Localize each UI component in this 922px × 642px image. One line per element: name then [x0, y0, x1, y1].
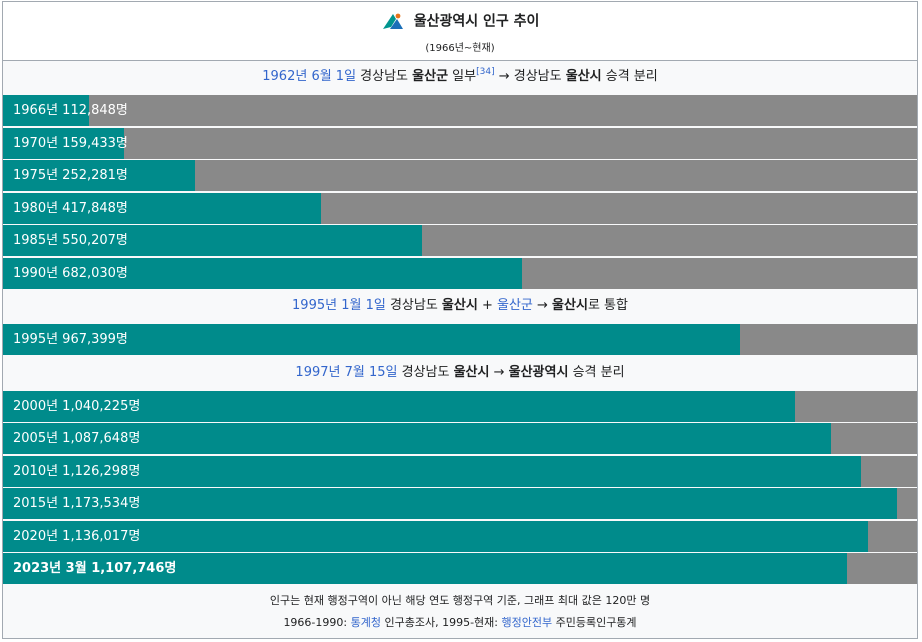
source-link-statistics-korea[interactable]: 통계청 — [350, 616, 381, 629]
bar-track: 1980년 417,848명 — [3, 192, 917, 224]
bar-track: 2005년 1,087,648명 — [3, 423, 917, 454]
bar — [3, 257, 522, 289]
bar-track: 1970년 159,433명 — [3, 127, 917, 159]
source-mid: 인구총조사, 1995-현재: — [380, 616, 502, 629]
bar — [3, 455, 861, 487]
event-text: 경상남도 — [397, 364, 454, 380]
event-text: 경상남도 — [356, 69, 413, 84]
event-text: 일부 — [448, 69, 477, 84]
bar-track: 2015년 1,173,534명 — [3, 488, 917, 519]
bar-track: 1966년 112,848명 — [3, 95, 917, 126]
bar-value-label: 1985년 550,207명 — [13, 233, 128, 248]
title-line: 울산광역시 인구 추이 — [3, 10, 917, 32]
event-bold-name: 울산시 — [453, 364, 490, 380]
bar-value-label: 2000년 1,040,225명 — [13, 398, 141, 414]
source-prefix: 1966-1990: — [283, 616, 351, 629]
ulsan-emblem-icon — [382, 13, 403, 29]
source-suffix: 주민등록인구통계 — [552, 616, 637, 629]
event-bold-name: 울산시 — [552, 298, 588, 313]
bar — [3, 95, 89, 126]
bar-track: 1990년 682,030명 — [3, 257, 917, 289]
bar — [3, 225, 422, 256]
event-text: 경상남도 — [385, 298, 442, 313]
event-bold-name: 울산광역시 — [508, 364, 569, 380]
bar-track: 2023년 3월 1,107,746명 — [3, 553, 917, 584]
event-text: → 경상남도 — [494, 69, 566, 84]
bar-track: 1995년 967,399명 — [3, 324, 917, 355]
bar-value-label: 2020년 1,136,017명 — [13, 528, 141, 544]
chart-title: 울산광역시 인구 추이 — [413, 13, 540, 30]
bar-track: 1985년 550,207명 — [3, 225, 917, 256]
bar — [3, 192, 321, 224]
bar-value-label: 2023년 3월 1,107,746명 — [13, 561, 177, 576]
event-date-link[interactable]: 1997년 7월 15일 — [295, 364, 398, 380]
bar — [3, 390, 795, 422]
bar-track: 2020년 1,136,017명 — [3, 520, 917, 552]
event-date-link[interactable]: 1962년 6월 1일 — [262, 69, 357, 84]
bar-value-label: 2010년 1,126,298명 — [13, 463, 141, 479]
footnote-basis: 인구는 현재 행정구역이 아닌 해당 연도 행정구역 기준, 그래프 최대 값은… — [269, 594, 651, 607]
chart-subtitle: (1966년~현재) — [425, 43, 495, 54]
footnote-source: 1966-1990: 통계청 인구총조사, 1995-현재: 행정안전부 주민등… — [3, 614, 917, 630]
source-link-ministry[interactable]: 행정안전부 — [501, 616, 553, 629]
bar — [3, 127, 124, 159]
bar-track: 1975년 252,281명 — [3, 160, 917, 191]
event-date-link[interactable]: 1995년 1월 1일 — [292, 298, 386, 313]
event-text: → — [532, 298, 553, 313]
bar-value-label: 1995년 967,399명 — [13, 332, 128, 347]
bar — [3, 520, 868, 552]
bar-value-label: 1975년 252,281명 — [13, 168, 128, 183]
bar-value-label: 1970년 159,433명 — [13, 135, 128, 151]
event-text: → — [489, 364, 509, 380]
reference-link[interactable]: [34] — [476, 67, 495, 77]
bar-track: 2010년 1,126,298명 — [3, 455, 917, 487]
event-bold-name: 울산시 — [565, 69, 602, 84]
bar-value-label: 2015년 1,173,534명 — [13, 496, 141, 511]
event-text: 승격 분리 — [568, 364, 625, 380]
bar-value-label: 1966년 112,848명 — [13, 103, 128, 118]
bar-value-label: 2005년 1,087,648명 — [13, 431, 141, 446]
event-row: 1962년 6월 1일 경상남도 울산군 일부[34] → 경상남도 울산시 승… — [3, 61, 917, 93]
event-bold-name: 울산군 — [412, 69, 449, 84]
chart-header: 울산광역시 인구 추이 (1966년~현재) — [3, 2, 917, 61]
bar-track: 2000년 1,040,225명 — [3, 390, 917, 422]
event-region-link[interactable]: 울산군 — [496, 298, 533, 313]
bar-value-label: 1990년 682,030명 — [13, 265, 128, 281]
bar — [3, 324, 740, 355]
event-row: 1995년 1월 1일 경상남도 울산시 + 울산군 → 울산시로 통합 — [3, 290, 917, 322]
event-row: 1997년 7월 15일 경상남도 울산시 → 울산광역시 승격 분리 — [3, 356, 917, 389]
event-text: 승격 분리 — [601, 69, 658, 84]
event-text: + — [477, 298, 497, 313]
bar — [3, 423, 831, 454]
bar — [3, 160, 195, 191]
event-bold-name: 울산시 — [441, 298, 478, 313]
bar — [3, 553, 847, 584]
bar-value-label: 1980년 417,848명 — [13, 200, 128, 216]
bar — [3, 488, 897, 519]
event-text: 로 통합 — [587, 298, 628, 313]
